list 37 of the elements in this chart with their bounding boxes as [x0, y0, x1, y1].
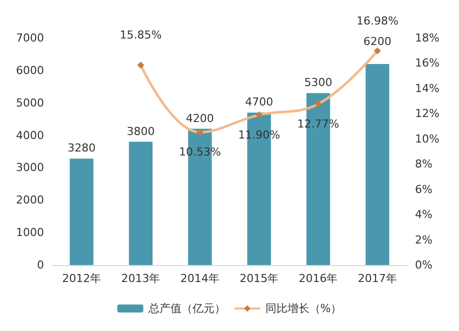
y2-tick-label: 6%	[415, 182, 432, 196]
x-tick-label: 2014年	[180, 272, 220, 285]
y-tick-label: 1000	[16, 226, 44, 240]
legend-label: 同比增长（%）	[265, 302, 342, 315]
y2-tick-label: 8%	[415, 158, 432, 171]
bar	[70, 158, 94, 265]
y-tick-label: 2000	[16, 194, 44, 207]
data-label: 4700	[245, 96, 274, 109]
x-tick-label: 2013年	[121, 272, 160, 285]
data-label: 16.98%	[356, 14, 398, 28]
y2-tick-label: 12%	[415, 107, 440, 120]
legend-label: 总产值（亿元）	[147, 302, 226, 315]
y2-tick-label: 4%	[415, 208, 432, 222]
x-tick-label: 2012年	[62, 272, 102, 285]
y2-tick-label: 14%	[415, 82, 440, 95]
y-tick-label: 4000	[16, 128, 44, 142]
y-tick-label: 3000	[16, 161, 44, 174]
x-tick-label: 2016年	[298, 272, 338, 285]
x-tick-label: 2017年	[358, 272, 397, 285]
data-label: 5300	[304, 76, 332, 90]
data-label: 6200	[363, 34, 392, 48]
data-label: 4200	[186, 112, 214, 125]
data-label: 15.85%	[120, 28, 162, 42]
y-tick-label: 0	[37, 258, 44, 272]
y-tick-label: 6000	[16, 64, 44, 77]
y2-tick-label: 10%	[415, 132, 440, 146]
bar	[366, 64, 390, 265]
y-tick-label: 5000	[16, 96, 44, 110]
data-label: 3800	[126, 124, 155, 138]
data-label: 3280	[68, 142, 96, 155]
y2-tick-label: 2%	[415, 233, 432, 246]
y2-tick-label: 18%	[415, 32, 440, 44]
y-tick-label: 7000	[16, 32, 44, 44]
x-tick-label: 2015年	[240, 272, 279, 285]
bar	[128, 142, 153, 265]
y2-tick-label: 0%	[415, 258, 432, 272]
y2-tick-label: 16%	[415, 56, 440, 70]
